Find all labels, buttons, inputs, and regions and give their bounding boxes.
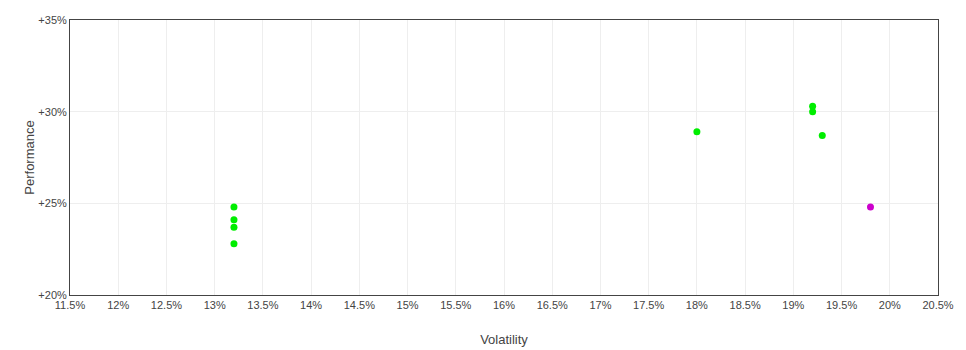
svg-text:18%: 18%	[686, 299, 708, 311]
svg-text:15.5%: 15.5%	[440, 299, 471, 311]
svg-text:16%: 16%	[493, 299, 515, 311]
svg-text:+30%: +30%	[38, 106, 67, 118]
svg-text:+25%: +25%	[38, 197, 67, 209]
svg-text:20.5%: 20.5%	[922, 299, 953, 311]
svg-text:12.5%: 12.5%	[151, 299, 182, 311]
svg-text:17.5%: 17.5%	[633, 299, 664, 311]
svg-text:12%: 12%	[107, 299, 129, 311]
svg-text:17%: 17%	[589, 299, 611, 311]
svg-text:11.5%: 11.5%	[55, 299, 86, 311]
svg-text:15%: 15%	[397, 299, 419, 311]
svg-text:+35%: +35%	[38, 14, 67, 26]
svg-text:18.5%: 18.5%	[730, 299, 761, 311]
svg-text:13%: 13%	[204, 299, 226, 311]
svg-text:14.5%: 14.5%	[344, 299, 375, 311]
svg-text:16.5%: 16.5%	[537, 299, 568, 311]
svg-text:19%: 19%	[782, 299, 804, 311]
svg-text:14%: 14%	[300, 299, 322, 311]
svg-text:19.5%: 19.5%	[826, 299, 857, 311]
svg-text:Performance: Performance	[22, 120, 37, 194]
svg-text:13.5%: 13.5%	[247, 299, 278, 311]
svg-text:20%: 20%	[879, 299, 901, 311]
svg-text:+20%: +20%	[38, 289, 67, 301]
svg-text:Volatility: Volatility	[480, 332, 528, 347]
